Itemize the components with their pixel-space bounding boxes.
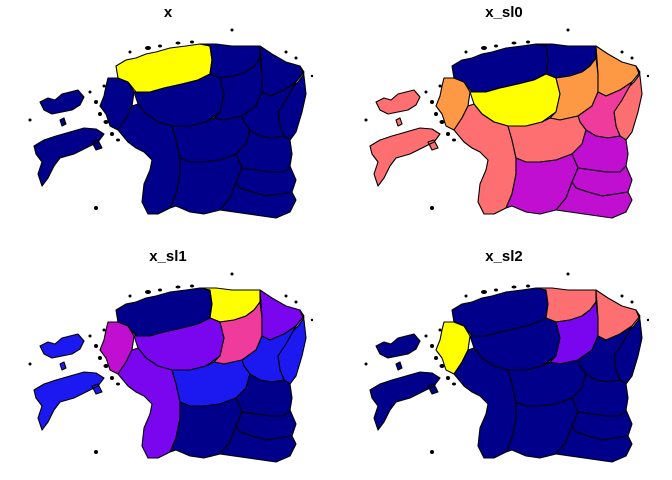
islet bbox=[439, 120, 445, 124]
islet bbox=[102, 84, 106, 88]
islet bbox=[364, 362, 368, 366]
islet bbox=[190, 40, 194, 44]
islet bbox=[566, 28, 570, 32]
islet bbox=[103, 364, 109, 368]
islet bbox=[102, 328, 106, 332]
islet bbox=[430, 100, 434, 104]
islet bbox=[175, 285, 181, 289]
islet bbox=[438, 84, 442, 88]
islet bbox=[646, 74, 650, 78]
islet bbox=[128, 294, 132, 298]
islet bbox=[439, 364, 445, 368]
islet bbox=[452, 138, 456, 142]
islet bbox=[511, 41, 517, 45]
islet bbox=[424, 90, 428, 94]
islet bbox=[620, 294, 624, 298]
islet bbox=[434, 112, 438, 116]
islet bbox=[430, 206, 434, 210]
panel-x: x bbox=[28, 4, 314, 219]
map-regions bbox=[28, 28, 314, 219]
islet bbox=[110, 376, 114, 380]
region-voru bbox=[219, 425, 297, 463]
islet bbox=[294, 300, 298, 304]
region-hiiumaa bbox=[39, 333, 85, 371]
islet bbox=[88, 90, 92, 94]
panel-title: x_sl2 bbox=[485, 248, 523, 265]
islet bbox=[434, 356, 438, 360]
islet bbox=[230, 272, 234, 276]
islet bbox=[284, 50, 288, 54]
islet bbox=[103, 120, 109, 124]
islet bbox=[230, 28, 234, 32]
region-voru bbox=[555, 425, 633, 463]
islet bbox=[464, 50, 468, 54]
islet bbox=[630, 300, 634, 304]
islet bbox=[430, 344, 434, 348]
islet bbox=[116, 138, 120, 142]
islet bbox=[28, 362, 32, 366]
islet bbox=[630, 56, 634, 60]
region-saaremaa bbox=[369, 127, 441, 187]
islet bbox=[158, 44, 162, 48]
islet bbox=[424, 334, 428, 338]
islet bbox=[646, 318, 650, 322]
islet bbox=[446, 376, 450, 380]
islet bbox=[620, 50, 624, 54]
islet bbox=[310, 74, 314, 78]
islet bbox=[98, 356, 102, 360]
islet bbox=[158, 288, 162, 292]
islet bbox=[526, 40, 530, 44]
islet bbox=[438, 328, 442, 332]
map-regions bbox=[364, 272, 650, 463]
islet bbox=[481, 46, 487, 50]
region-hiiumaa bbox=[375, 89, 421, 127]
islet bbox=[116, 382, 120, 386]
panel-title: x bbox=[164, 4, 173, 21]
islet bbox=[94, 344, 98, 348]
islet bbox=[190, 284, 194, 288]
islet bbox=[145, 290, 151, 294]
islet bbox=[284, 294, 288, 298]
map-regions bbox=[28, 272, 314, 463]
panel-x-sl0: x_sl0 bbox=[364, 4, 650, 219]
islet bbox=[94, 450, 98, 454]
islet bbox=[430, 450, 434, 454]
islet bbox=[94, 100, 98, 104]
islet bbox=[481, 290, 487, 294]
panel-title: x_sl1 bbox=[149, 248, 187, 265]
islet bbox=[494, 44, 498, 48]
islet bbox=[88, 334, 92, 338]
islet bbox=[110, 132, 114, 136]
islet bbox=[98, 112, 102, 116]
islet bbox=[128, 50, 132, 54]
islet bbox=[511, 285, 517, 289]
region-saaremaa bbox=[369, 371, 441, 431]
panel-x-sl1: x_sl1 bbox=[28, 248, 314, 463]
islet bbox=[364, 118, 368, 122]
islet bbox=[494, 288, 498, 292]
islet bbox=[452, 382, 456, 386]
islet bbox=[28, 118, 32, 122]
map-regions bbox=[364, 28, 650, 219]
islet bbox=[526, 284, 530, 288]
islet bbox=[446, 132, 450, 136]
islet bbox=[94, 206, 98, 210]
islet bbox=[145, 46, 151, 50]
islet bbox=[310, 318, 314, 322]
islet bbox=[175, 41, 181, 45]
region-hiiumaa bbox=[375, 333, 421, 371]
region-saaremaa bbox=[33, 371, 105, 431]
islet bbox=[464, 294, 468, 298]
islet bbox=[294, 56, 298, 60]
panel-x-sl2: x_sl2 bbox=[364, 248, 650, 463]
region-voru bbox=[555, 181, 633, 219]
panel-title: x_sl0 bbox=[485, 4, 523, 21]
region-hiiumaa bbox=[39, 89, 85, 127]
islet bbox=[566, 272, 570, 276]
region-voru bbox=[219, 181, 297, 219]
region-saaremaa bbox=[33, 127, 105, 187]
